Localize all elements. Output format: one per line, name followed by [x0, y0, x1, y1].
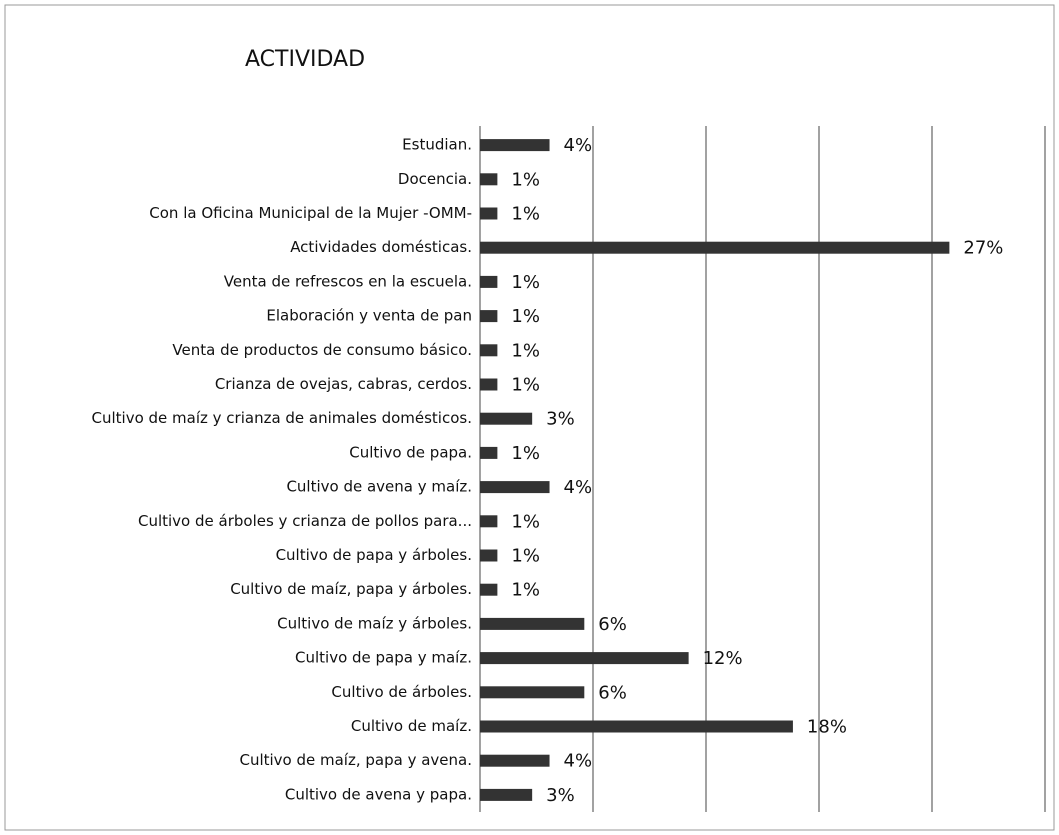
y-tick-label: Cultivo de maíz y crianza de animales do…: [92, 409, 473, 427]
bar: [480, 378, 498, 391]
value-label: 1%: [511, 443, 540, 464]
bar: [480, 652, 689, 665]
bar: [480, 788, 533, 801]
y-tick-label: Venta de refrescos en la escuela.: [224, 272, 472, 290]
bar: [480, 515, 498, 528]
bar: [480, 207, 498, 220]
value-label: 27%: [963, 238, 1003, 259]
value-label: 6%: [598, 614, 627, 635]
bar: [480, 754, 550, 767]
y-tick-label: Venta de productos de consumo básico.: [172, 341, 472, 359]
bar: [480, 344, 498, 357]
bar: [480, 310, 498, 323]
value-label: 4%: [564, 135, 593, 156]
value-label: 1%: [511, 375, 540, 396]
y-tick-label: Cultivo de avena y papa.: [285, 785, 472, 803]
value-label: 18%: [807, 717, 847, 738]
value-label: 1%: [511, 546, 540, 567]
bar: [480, 583, 498, 596]
bar: [480, 412, 533, 425]
y-tick-label: Cultivo de árboles y crianza de pollos p…: [138, 512, 472, 530]
y-tick-label: Cultivo de papa.: [349, 443, 472, 461]
value-label: 1%: [511, 204, 540, 225]
bar: [480, 720, 793, 733]
value-label: 4%: [564, 477, 593, 498]
bar: [480, 241, 950, 254]
value-label: 1%: [511, 169, 540, 190]
bar: [480, 481, 550, 494]
value-label: 3%: [546, 409, 575, 430]
y-tick-label: Crianza de ovejas, cabras, cerdos.: [215, 375, 472, 393]
bar: [480, 139, 550, 152]
bar: [480, 275, 498, 288]
y-tick-label: Cultivo de avena y maíz.: [286, 478, 472, 496]
y-tick-label: Cultivo de maíz y árboles.: [277, 614, 472, 632]
y-tick-label: Docencia.: [398, 170, 472, 188]
y-tick-label: Cultivo de árboles.: [331, 683, 472, 701]
y-tick-label: Estudian.: [402, 136, 472, 154]
value-label: 4%: [564, 751, 593, 772]
y-tick-label: Cultivo de papa y maíz.: [295, 649, 472, 667]
value-label: 1%: [511, 272, 540, 293]
y-tick-label: Con la Oficina Municipal de la Mujer -OM…: [149, 204, 472, 222]
bar: [480, 549, 498, 562]
value-label: 1%: [511, 340, 540, 361]
bar: [480, 173, 498, 186]
y-tick-label: Cultivo de maíz, papa y avena.: [239, 751, 472, 769]
y-tick-label: Cultivo de maíz.: [351, 717, 472, 735]
y-tick-label: Elaboración y venta de pan: [266, 307, 472, 325]
y-tick-label: Actividades domésticas.: [290, 238, 472, 256]
bar: [480, 686, 585, 699]
value-label: 1%: [511, 511, 540, 532]
value-label: 1%: [511, 306, 540, 327]
bar: [480, 617, 585, 630]
frame: [4, 4, 1055, 831]
y-tick-label: Cultivo de papa y árboles.: [276, 546, 472, 564]
value-label: 12%: [703, 648, 743, 669]
value-label: 1%: [511, 580, 540, 601]
value-label: 6%: [598, 682, 627, 703]
bar: [480, 446, 498, 459]
value-label: 3%: [546, 785, 575, 806]
y-tick-label: Cultivo de maíz, papa y árboles.: [230, 580, 472, 598]
chart-title: ACTIVIDAD: [245, 47, 365, 72]
